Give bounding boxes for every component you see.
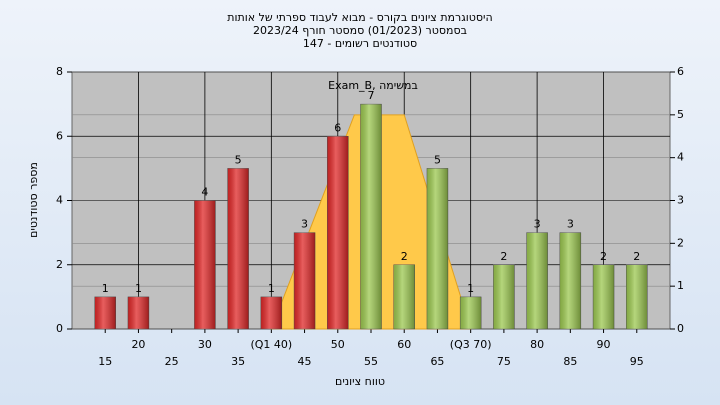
data-label: 2 xyxy=(401,250,408,263)
y-tick-label: 4 xyxy=(56,194,63,207)
title-line: בסמסטר (01/2023) סמסטר חורף 2023/24 xyxy=(253,24,467,37)
bar-shade xyxy=(94,296,116,329)
x-tick-label: 45 xyxy=(298,355,312,368)
x-tick-label: 60 xyxy=(397,338,411,351)
bar-shade xyxy=(227,168,249,329)
annotation: במשימה ,Exam_B xyxy=(328,79,418,92)
bar-shade xyxy=(194,200,216,329)
bar-shade xyxy=(426,168,448,329)
y-tick-label: 8 xyxy=(56,65,63,78)
y2-tick-label: 0 xyxy=(677,322,684,335)
data-label: 1 xyxy=(102,282,109,295)
x-tick-label: 65 xyxy=(430,355,444,368)
data-label: 1 xyxy=(135,282,142,295)
y2-tick-label: 5 xyxy=(677,108,684,121)
x-axis-label: טווח ציונים xyxy=(335,375,385,388)
x-tick-label: (Q3 70) xyxy=(450,338,492,351)
bar-shade xyxy=(526,232,548,329)
bar-shade xyxy=(260,296,282,329)
x-tick-label: 15 xyxy=(98,355,112,368)
data-label: 6 xyxy=(334,121,341,134)
x-tick-label: 80 xyxy=(530,338,544,351)
bar-shade xyxy=(593,264,615,329)
y-tick-label: 6 xyxy=(56,129,63,142)
data-label: 1 xyxy=(268,282,275,295)
bar-shade xyxy=(127,296,149,329)
x-tick-label: 35 xyxy=(231,355,245,368)
data-label: 2 xyxy=(633,250,640,263)
x-tick-label: 90 xyxy=(597,338,611,351)
x-tick-label: 25 xyxy=(165,355,179,368)
x-tick-label: 95 xyxy=(630,355,644,368)
data-label: 1 xyxy=(467,282,474,295)
data-label: 4 xyxy=(201,186,208,199)
data-label: 7 xyxy=(368,89,375,102)
bar-shade xyxy=(360,104,382,329)
y2-tick-label: 2 xyxy=(677,236,684,249)
data-label: 3 xyxy=(534,218,541,231)
data-label: 3 xyxy=(567,218,574,231)
data-label: 2 xyxy=(600,250,607,263)
y-axis-label: מספר סטודנטים xyxy=(27,162,40,238)
bar-shade xyxy=(626,264,648,329)
y-tick-label: 0 xyxy=(56,322,63,335)
x-tick-label: 85 xyxy=(563,355,577,368)
data-label: 2 xyxy=(500,250,507,263)
x-tick-label: 75 xyxy=(497,355,511,368)
data-label: 5 xyxy=(434,153,441,166)
x-tick-label: 20 xyxy=(131,338,145,351)
y-tick-label: 2 xyxy=(56,258,63,271)
y2-tick-label: 6 xyxy=(677,65,684,78)
bar-shade xyxy=(393,264,415,329)
bar-shade xyxy=(493,264,515,329)
x-tick-label: 50 xyxy=(331,338,345,351)
bar-shade xyxy=(559,232,581,329)
y2-tick-label: 3 xyxy=(677,194,684,207)
x-tick-label: 55 xyxy=(364,355,378,368)
title-line: היסטוגרמת ציונים בקורס - מבוא לעבוד ספרת… xyxy=(227,11,492,24)
bar-shade xyxy=(294,232,316,329)
title-line: סטודנטים רשומים - 147 xyxy=(303,37,417,50)
x-tick-label: 30 xyxy=(198,338,212,351)
y2-tick-label: 1 xyxy=(677,279,684,292)
y2-tick-label: 4 xyxy=(677,151,684,164)
bar-shade xyxy=(460,296,482,329)
x-tick-label: (Q1 40) xyxy=(250,338,292,351)
data-label: 5 xyxy=(235,153,242,166)
data-label: 3 xyxy=(301,218,308,231)
bar-shade xyxy=(327,136,349,329)
